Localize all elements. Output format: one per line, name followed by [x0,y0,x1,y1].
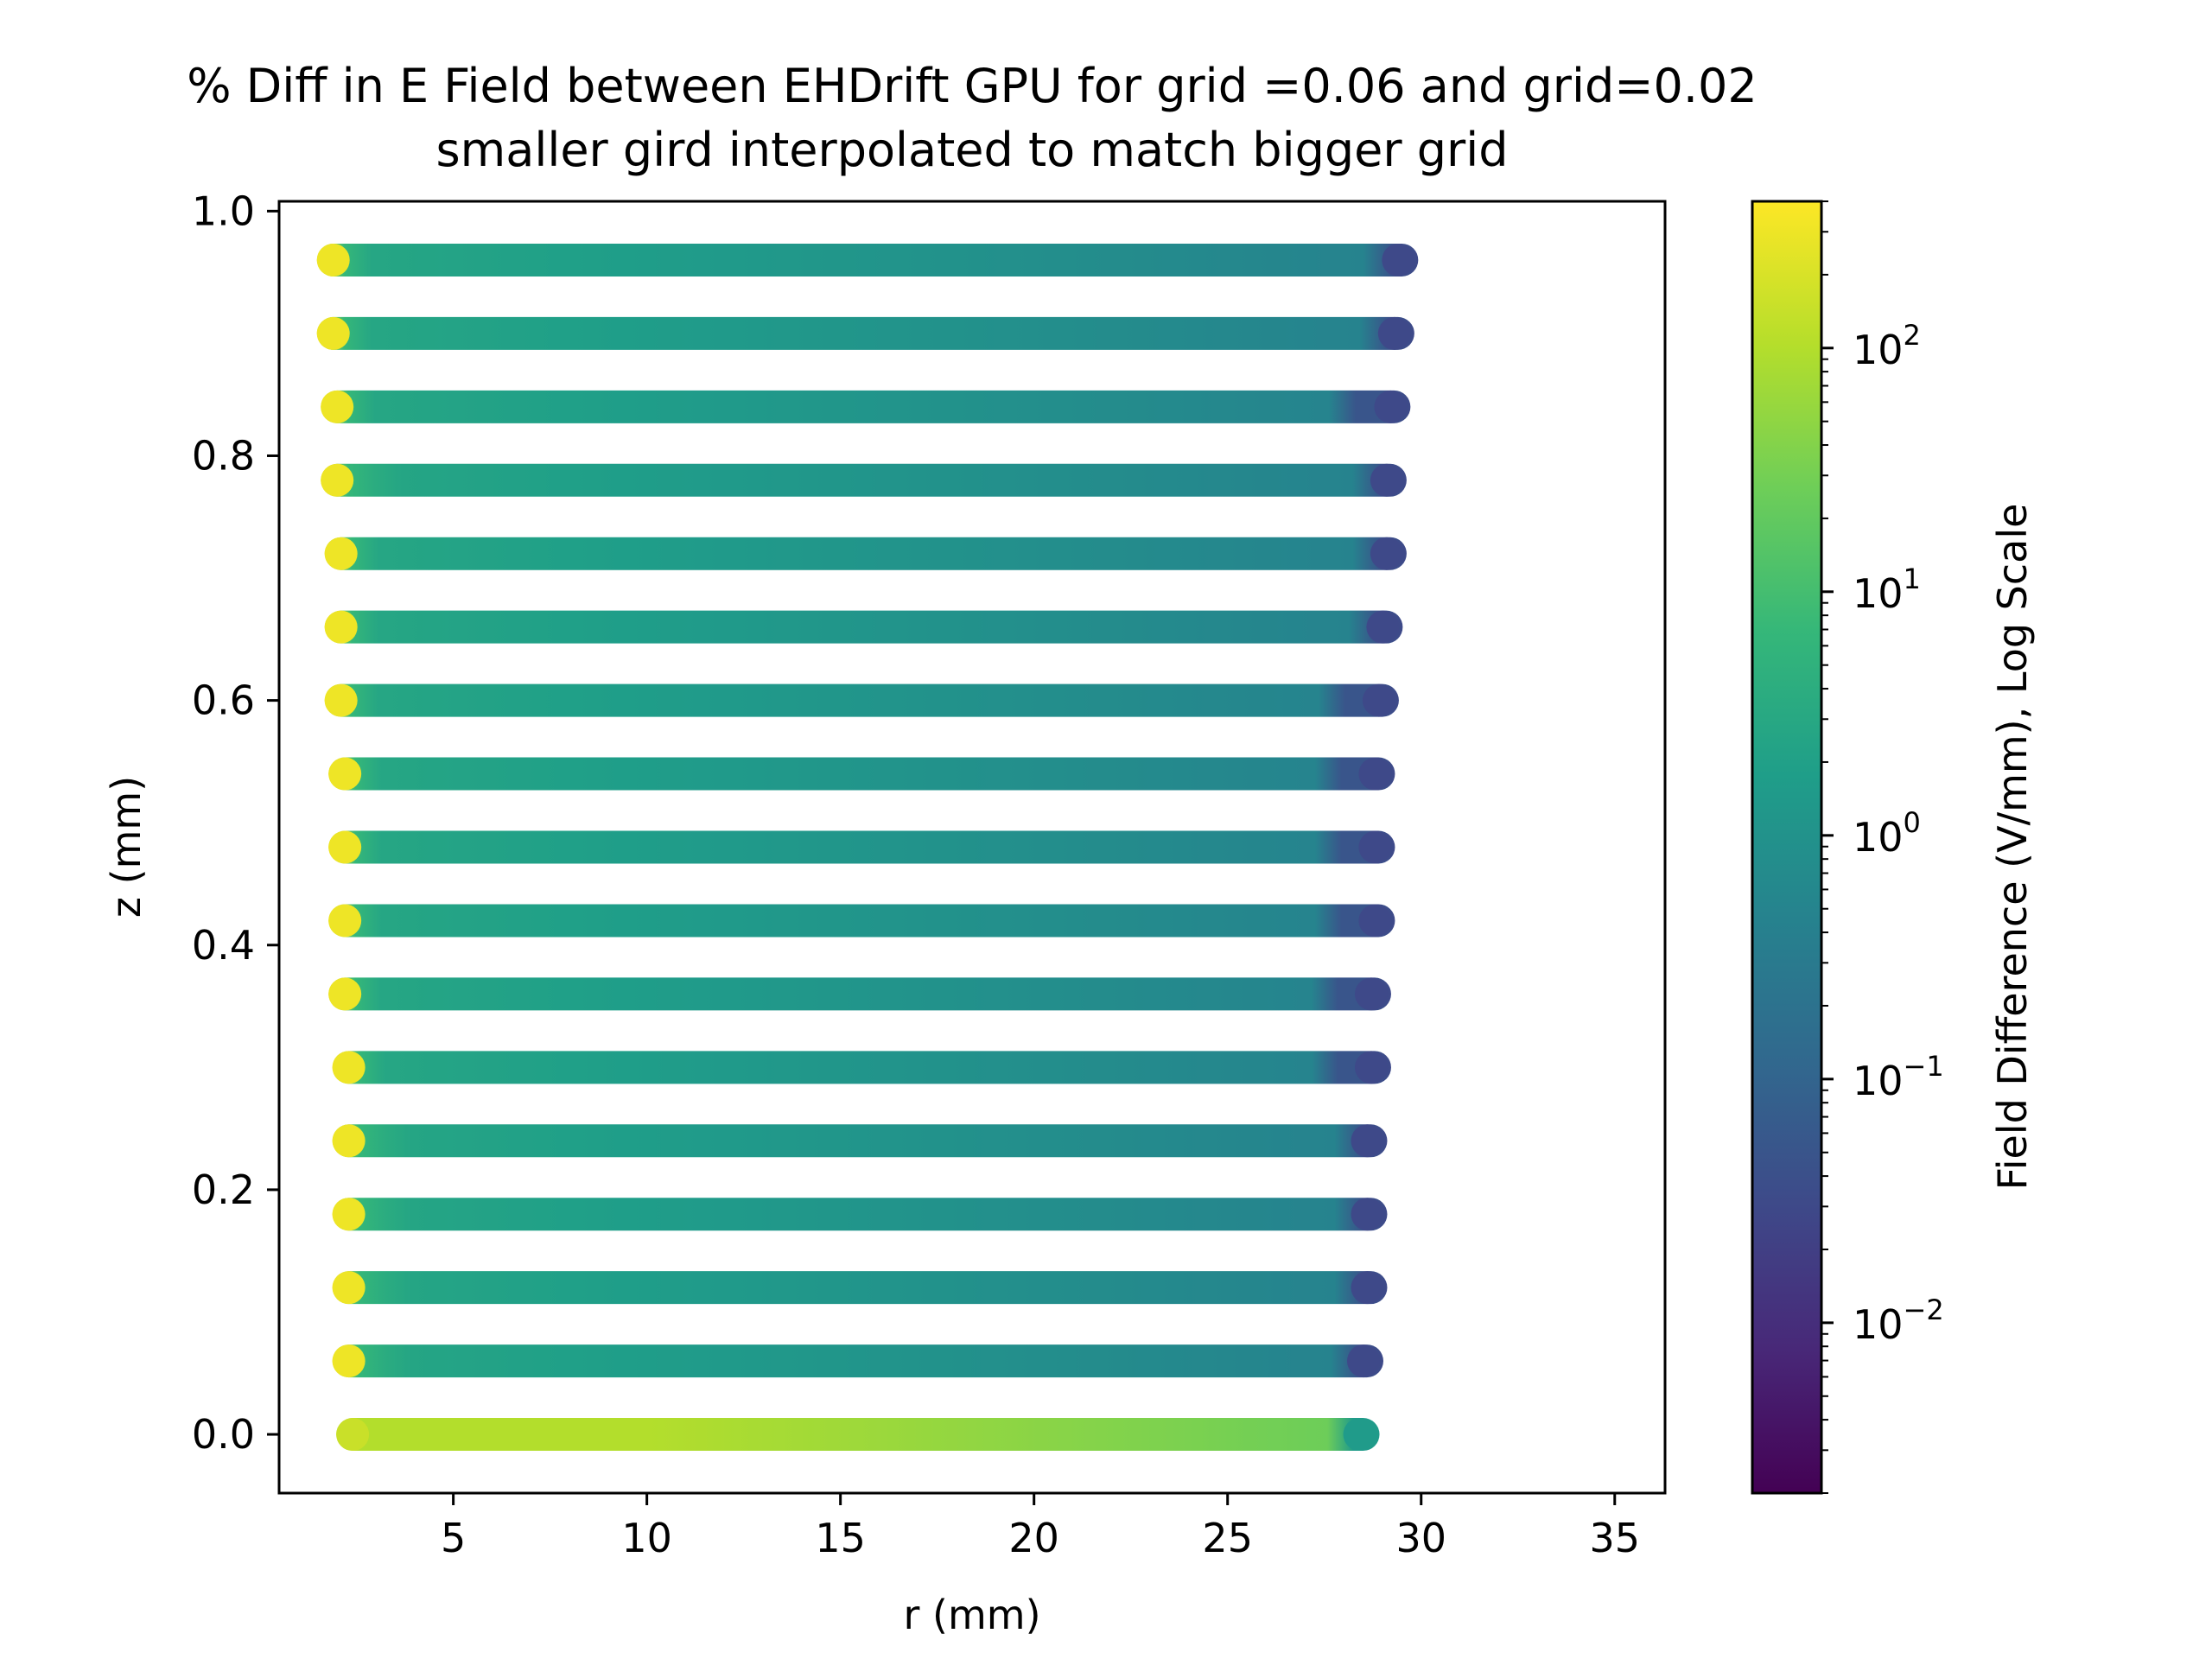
scatter-point-start [332,1271,365,1305]
scatter-row [321,463,1407,497]
scatter-point-end [1358,757,1392,791]
scatter-point-start [316,316,350,350]
scatter-point-start [332,1124,365,1158]
scatter-row [336,1418,1380,1452]
x-tick-label: 10 [621,1515,672,1561]
scatter-row [332,1051,1391,1084]
scatter-point-end [1377,316,1411,350]
x-tick-label: 25 [1202,1515,1253,1561]
scatter-point-end [1358,830,1392,864]
scatter-point-start [336,1418,370,1452]
y-tick-label: 1.0 [192,188,255,234]
scatter-point-end [1347,1344,1381,1378]
scatter-row [332,1124,1388,1158]
colorbar-tick-label: 102 [1853,319,1921,373]
scatter-point-start [332,1344,365,1378]
colorbar: 10−2 10−1 100 101 102 [1751,200,1944,1495]
scatter-point-start [321,390,354,423]
scatter-row [316,243,1419,276]
scatter-row [332,1271,1388,1305]
scatter-point-start [324,610,358,644]
scatter-point-end [1370,463,1403,497]
scatter-point-start [328,904,362,938]
scatter-point-end [1382,243,1415,276]
scatter-point-end [1366,610,1400,644]
scatter-point-start [328,757,362,791]
plot-area [316,243,1419,1452]
x-tick-label: 15 [815,1515,866,1561]
colorbar-tick-label: 101 [1853,563,1921,617]
scatter-point-end [1354,977,1388,1011]
scatter-point-end [1358,904,1392,938]
scatter-row [332,1198,1388,1231]
scatter-row [332,1344,1384,1378]
scatter-point-end [1354,1051,1388,1084]
scatter-point-end [1362,683,1395,717]
plot-frame [277,200,1667,1495]
scatter-point-start [316,243,350,276]
colorbar-gradient [1751,200,1823,1495]
colorbar-tick-label: 10−1 [1853,1050,1944,1104]
colorbar-tick-label: 100 [1853,806,1921,861]
colorbar-label: Field Difference (V/mm), Log Scale [1989,504,2036,1191]
scatter-row [324,610,1403,644]
x-tick-label: 30 [1395,1515,1446,1561]
chart-subtitle: smaller gird interpolated to match bigge… [436,123,1509,177]
scatter-point-start [324,683,358,717]
scatter-row [328,977,1391,1011]
scatter-row [321,390,1411,423]
scatter-row [324,683,1399,717]
scatter-point-start [321,463,354,497]
scatter-point-end [1351,1198,1384,1231]
scatter-point-start [332,1198,365,1231]
scatter-row [328,757,1395,791]
scatter-point-end [1374,390,1408,423]
y-tick-label: 0.6 [192,677,255,724]
y-tick-label: 0.0 [192,1411,255,1458]
scatter-row [316,316,1414,350]
scatter-point-start [328,830,362,864]
scatter-row [324,537,1407,570]
y-tick-label: 0.4 [192,922,255,969]
x-axis: 5 10 15 20 25 30 35 [441,1493,1640,1561]
scatter-row [328,830,1395,864]
x-tick-label: 5 [441,1515,466,1561]
scatter-point-end [1343,1418,1376,1452]
x-tick-label: 35 [1589,1515,1640,1561]
chart-title: % Diff in E Field between EHDrift GPU fo… [187,59,1758,113]
y-axis: 0.0 0.2 0.4 0.6 0.8 1.0 [192,188,279,1458]
scatter-point-end [1370,537,1403,570]
scatter-point-start [332,1051,365,1084]
scatter-point-end [1351,1124,1384,1158]
y-tick-label: 0.8 [192,432,255,479]
x-tick-label: 20 [1008,1515,1059,1561]
y-tick-label: 0.2 [192,1166,255,1213]
x-axis-label: r (mm) [903,1592,1040,1638]
scatter-point-end [1351,1271,1384,1305]
colorbar-tick-label: 10−2 [1853,1294,1944,1348]
scatter-point-start [324,537,358,570]
scatter-point-start [328,977,362,1011]
scatter-row [328,904,1395,938]
y-axis-label: z (mm) [103,776,149,918]
